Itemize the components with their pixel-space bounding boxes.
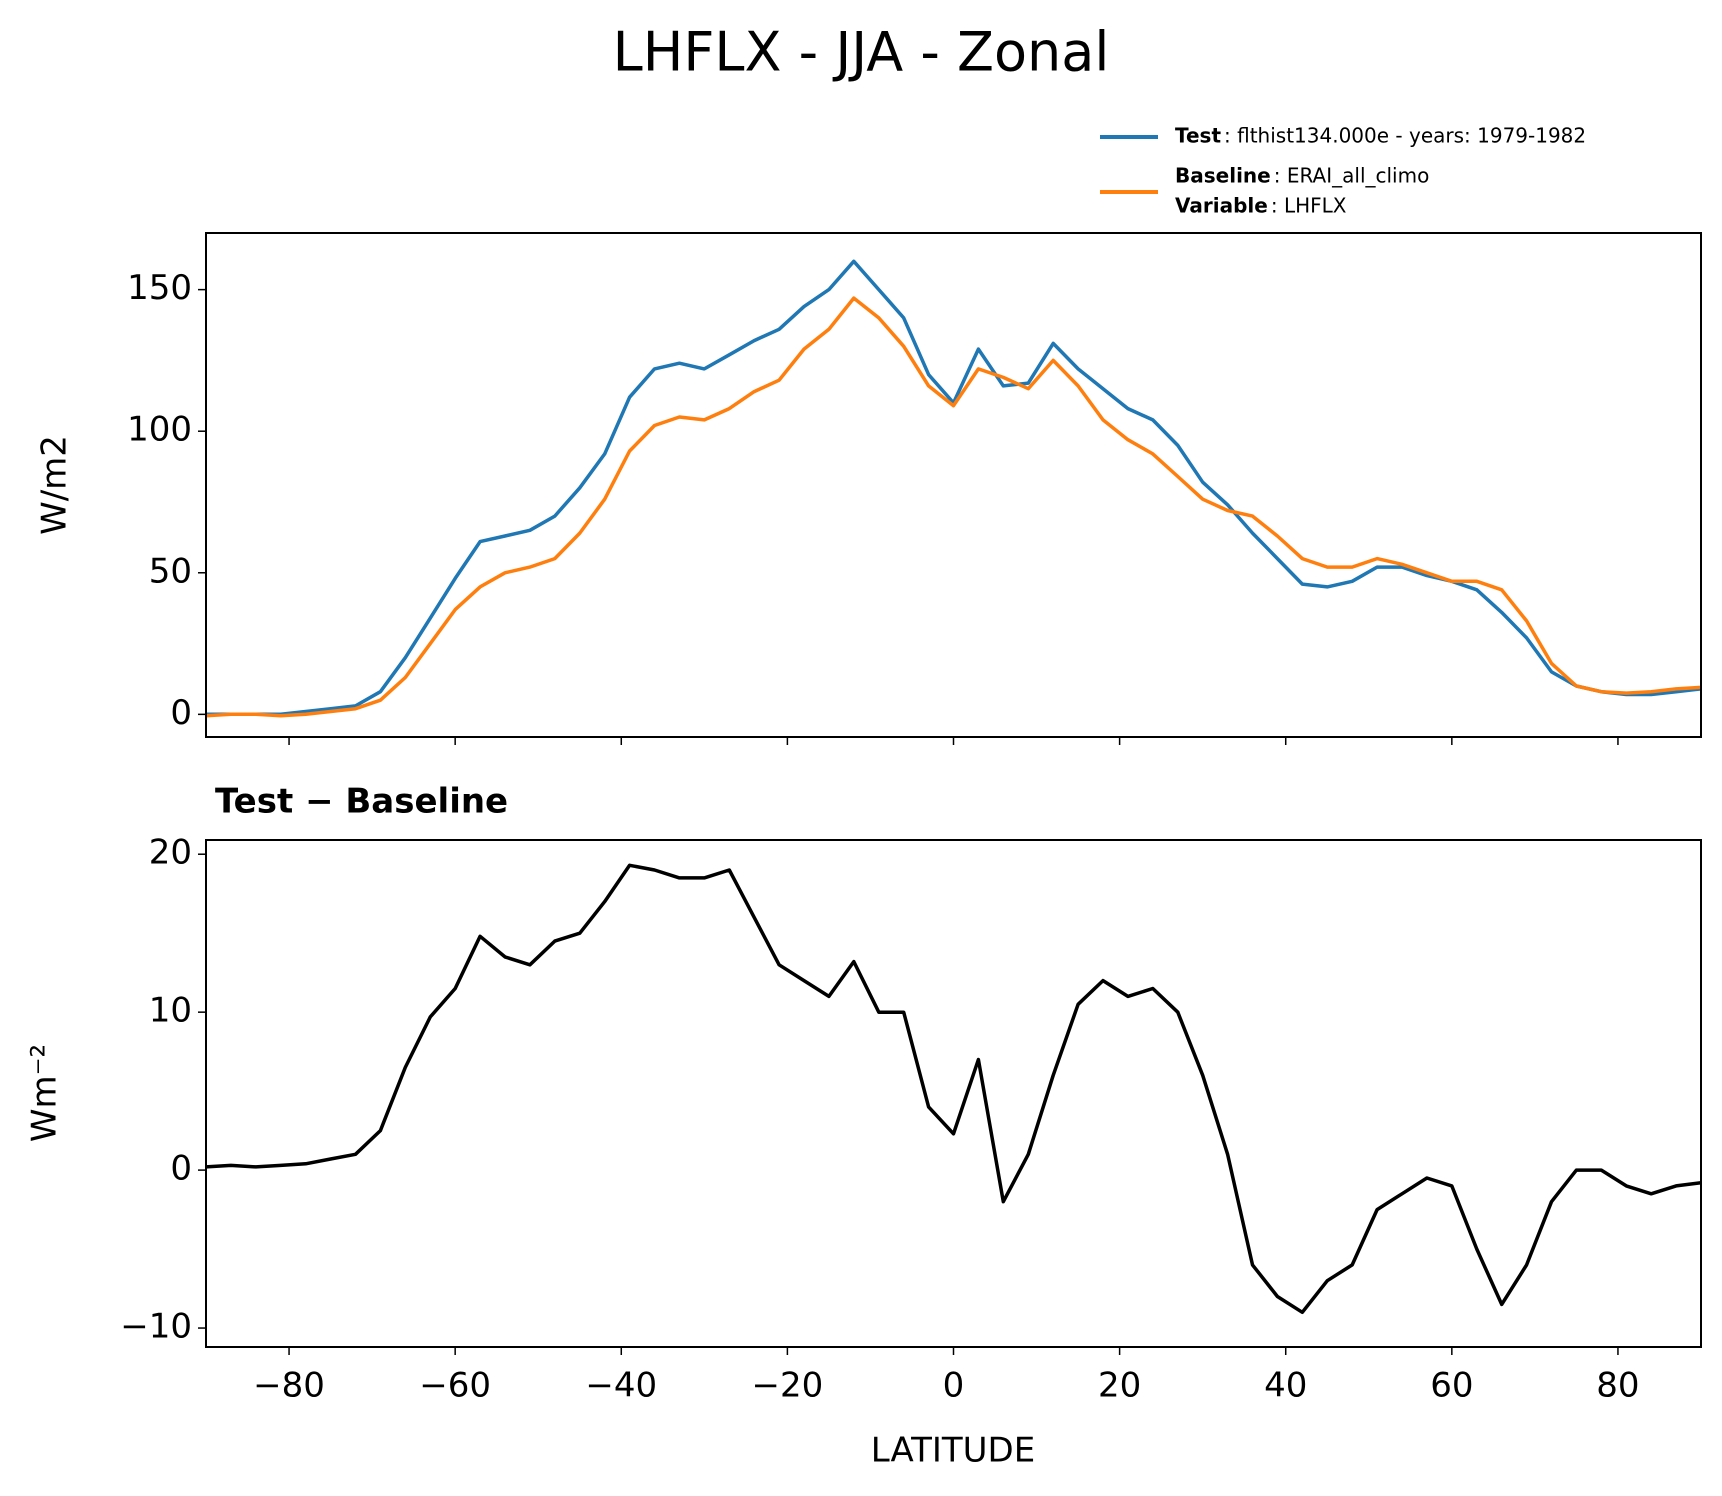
legend-label: : ERAI_all_climo xyxy=(1274,164,1430,188)
y-tick-label: 0 xyxy=(170,693,192,733)
x-tick-label: −20 xyxy=(752,1366,824,1406)
legend-name: Test xyxy=(1175,124,1221,148)
data-line xyxy=(206,296,1701,718)
y-tick-label: 20 xyxy=(149,833,192,873)
data-line xyxy=(206,863,1701,1315)
legend-name: Baseline xyxy=(1175,164,1271,188)
y-tick-label: −10 xyxy=(120,1307,192,1347)
y-tick-label: 50 xyxy=(149,551,192,591)
legend-name: Variable xyxy=(1175,194,1268,218)
x-tick-label: 60 xyxy=(1430,1366,1473,1406)
chart-title: LHFLX - JJA - Zonal xyxy=(613,21,1110,84)
axes-frame xyxy=(205,232,1702,738)
x-tick-label: 80 xyxy=(1596,1366,1639,1406)
subplot-title: Test − Baseline xyxy=(215,782,508,822)
x-axis-label: LATITUDE xyxy=(871,1431,1035,1471)
y-tick-label: 100 xyxy=(127,410,192,450)
y-axis-label: Wm⁻² xyxy=(25,1044,65,1142)
y-tick-label: 10 xyxy=(149,991,192,1031)
x-tick-label: −60 xyxy=(419,1366,491,1406)
x-tick-label: 20 xyxy=(1098,1366,1141,1406)
legend-label: : flthist134.000e - years: 1979-1982 xyxy=(1224,124,1586,148)
y-axis-label: W/m2 xyxy=(35,435,75,535)
x-tick-label: 40 xyxy=(1264,1366,1307,1406)
x-tick-label: −40 xyxy=(585,1366,657,1406)
x-tick-label: 0 xyxy=(943,1366,965,1406)
y-tick-label: 0 xyxy=(170,1149,192,1189)
x-tick-label: −80 xyxy=(253,1366,325,1406)
legend-label: : LHFLX xyxy=(1271,194,1347,218)
axes-frame xyxy=(205,839,1702,1348)
y-tick-label: 150 xyxy=(127,268,192,308)
